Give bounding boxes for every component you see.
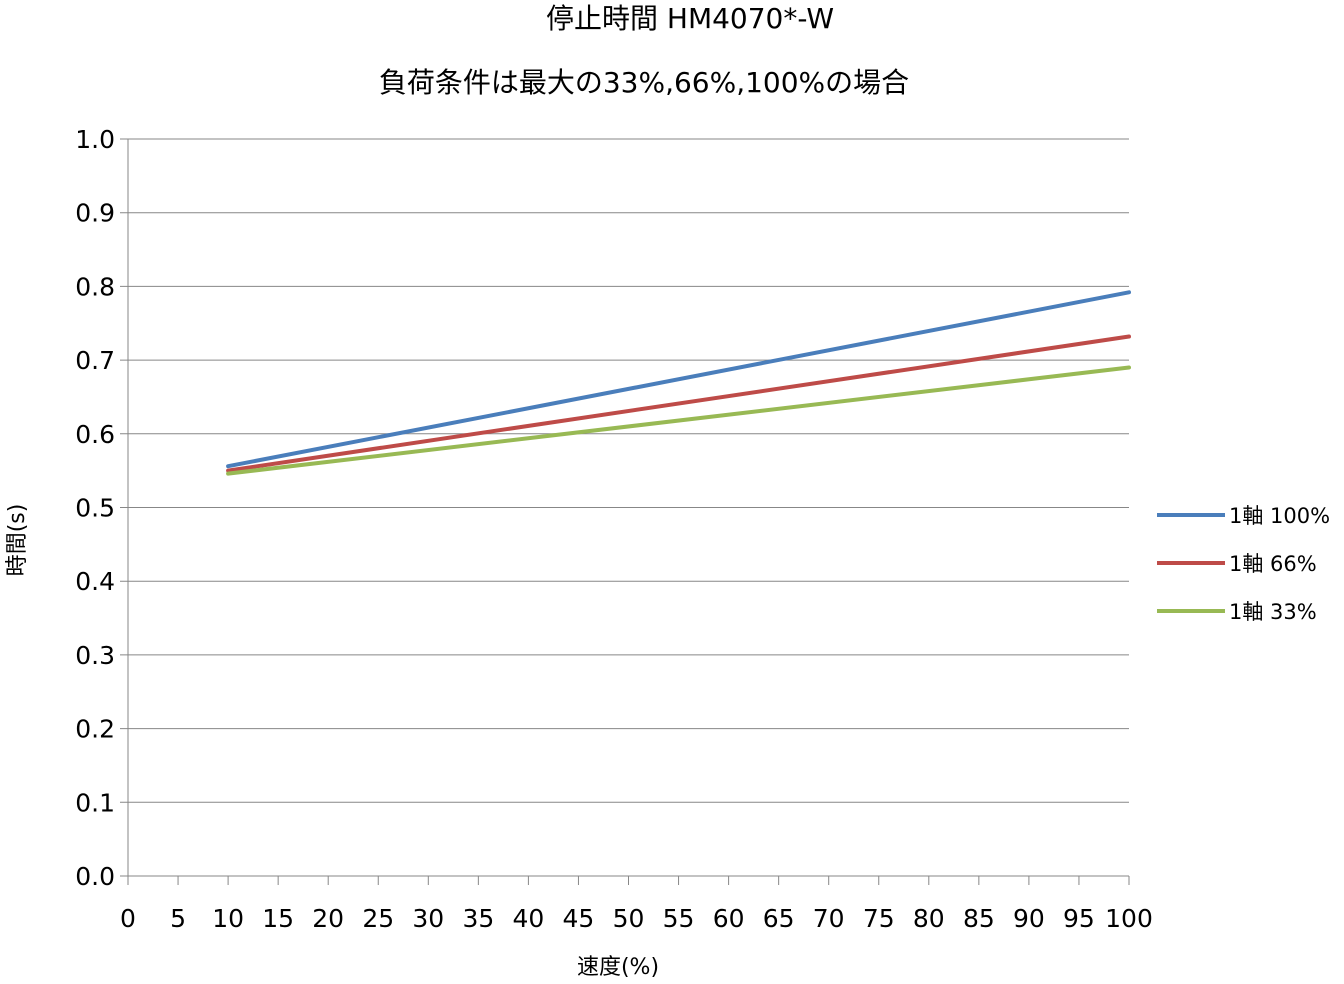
x-tick-label: 10 — [212, 904, 244, 933]
x-tick-label: 60 — [713, 904, 745, 933]
x-tick-label: 75 — [863, 904, 895, 933]
x-tick-label: 70 — [813, 904, 845, 933]
x-tick-label: 20 — [312, 904, 344, 933]
y-axis-label: 時間(s) — [5, 504, 30, 577]
legend: 1軸 100% 1軸 66% 1軸 33% — [1157, 504, 1330, 624]
y-tick-label: 0.2 — [75, 715, 115, 744]
x-tick-label: 15 — [262, 904, 294, 933]
series-line-2 — [226, 365, 1131, 476]
x-axis-label: 速度(%) — [577, 955, 659, 980]
y-tick-label: 0.3 — [75, 641, 115, 670]
y-tick-labels: 0.0 0.1 0.2 0.3 0.4 0.5 0.6 0.7 0.8 0.9 1.0 — [75, 125, 115, 891]
x-tick-label: 25 — [362, 904, 394, 933]
y-tick-label: 1.0 — [75, 125, 115, 154]
y-tick-label: 0.5 — [75, 494, 115, 523]
y-tick-label: 0.1 — [75, 788, 115, 817]
x-tick-label: 0 — [120, 904, 136, 933]
x-tick-label: 55 — [663, 904, 695, 933]
y-tick-label: 0.9 — [75, 199, 115, 228]
x-tick-label: 85 — [963, 904, 995, 933]
grid-lines — [120, 138, 1129, 877]
series-lines — [226, 290, 1131, 476]
x-tick-label: 80 — [913, 904, 945, 933]
x-tick-label: 45 — [563, 904, 595, 933]
y-tick-label: 0.0 — [75, 862, 115, 891]
x-tick-label: 30 — [412, 904, 444, 933]
legend-label-1: 1軸 66% — [1229, 552, 1317, 576]
x-tick-label: 90 — [1013, 904, 1045, 933]
y-tick-label: 0.7 — [75, 346, 115, 375]
legend-label-0: 1軸 100% — [1229, 504, 1330, 528]
x-tick-labels: 0 5 10 15 20 25 30 35 40 45 50 55 60 65 70 75 80 85 90 95 10… — [120, 904, 1153, 933]
x-tick-label: 35 — [462, 904, 494, 933]
chart-subtitle: 負荷条件は最大の33%,66%,100%の場合 — [379, 66, 909, 99]
axes — [127, 139, 1130, 885]
series-line-0 — [226, 290, 1131, 469]
x-tick-label: 40 — [512, 904, 544, 933]
chart-title: 停止時間 HM4070*-W — [546, 2, 834, 35]
x-tick-label: 100 — [1105, 904, 1153, 933]
x-tick-label: 50 — [613, 904, 645, 933]
legend-label-2: 1軸 33% — [1229, 600, 1317, 624]
x-tick-label: 5 — [170, 904, 186, 933]
y-tick-label: 0.6 — [75, 420, 115, 449]
x-tick-label: 95 — [1063, 904, 1095, 933]
series-line-1 — [226, 334, 1131, 473]
y-tick-label: 0.4 — [75, 567, 115, 596]
x-tick-label: 65 — [763, 904, 795, 933]
y-tick-label: 0.8 — [75, 272, 115, 301]
